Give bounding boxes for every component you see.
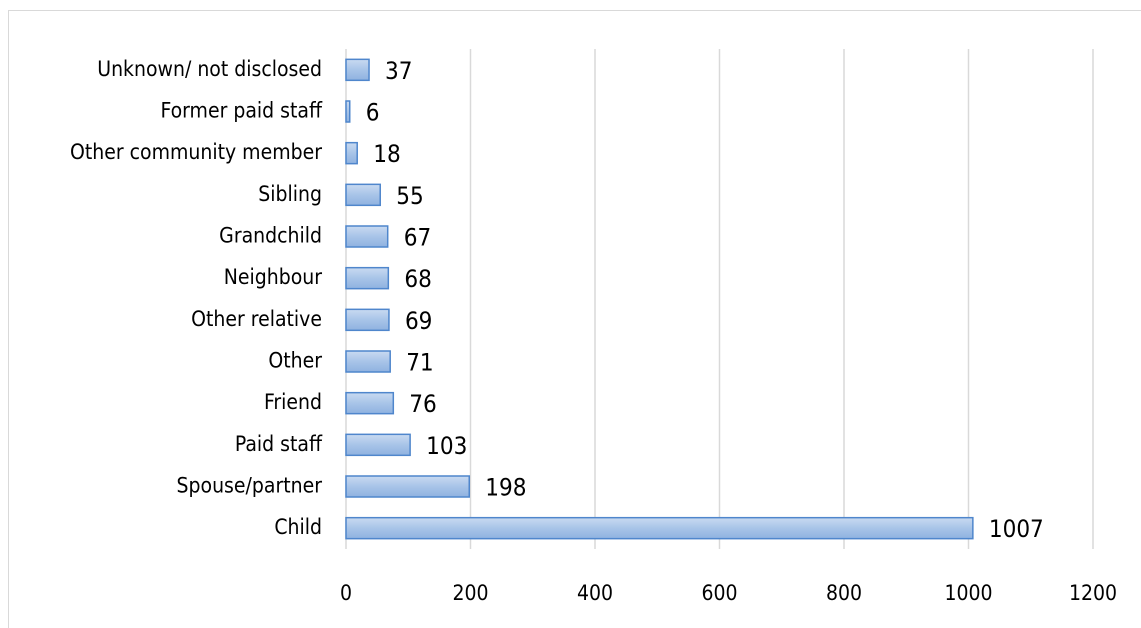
data-label: 103 [426, 432, 467, 460]
data-label: 55 [396, 182, 423, 210]
bar [345, 308, 390, 332]
bar [345, 225, 389, 248]
bar [345, 183, 381, 207]
y-tick-label: Sibling [258, 182, 322, 206]
bar [345, 58, 370, 82]
data-label: 68 [404, 265, 431, 293]
x-tick-label: 200 [452, 581, 488, 605]
y-tick-label: Child [274, 515, 322, 539]
bar [345, 350, 391, 373]
data-label: 76 [409, 390, 436, 418]
bar [345, 475, 471, 498]
y-tick-label: Other community member [70, 140, 322, 164]
x-tick-label: 1200 [1069, 581, 1117, 605]
data-label: 71 [406, 349, 433, 377]
y-tick-label: Spouse/partner [177, 474, 323, 498]
x-tick-label: 400 [577, 581, 613, 605]
y-tick-label: Former paid staff [160, 99, 323, 123]
y-tick-label: Grandchild [219, 224, 322, 248]
data-label: 18 [373, 140, 400, 168]
bar [345, 100, 351, 123]
y-tick-label: Other relative [191, 307, 322, 331]
data-label: 6 [366, 99, 380, 127]
x-tick-label: 1000 [944, 581, 992, 605]
y-tick-label: Paid staff [235, 432, 323, 456]
bar [345, 391, 395, 415]
bar [345, 516, 974, 540]
data-label: 69 [405, 307, 432, 335]
bar [345, 433, 411, 457]
x-tick-label: 800 [826, 581, 862, 605]
x-tick-label: 0 [340, 581, 352, 605]
data-label: 198 [485, 474, 526, 502]
x-tick-label: 600 [701, 581, 737, 605]
bar [345, 266, 390, 290]
y-tick-label: Neighbour [224, 265, 323, 289]
bar [345, 141, 358, 165]
data-label: 37 [385, 57, 412, 85]
y-tick-label: Friend [264, 390, 322, 414]
y-tick-label: Unknown/ not disclosed [97, 57, 322, 81]
y-tick-label: Other [268, 349, 322, 373]
data-label: 1007 [989, 515, 1044, 543]
data-label: 67 [404, 224, 431, 252]
